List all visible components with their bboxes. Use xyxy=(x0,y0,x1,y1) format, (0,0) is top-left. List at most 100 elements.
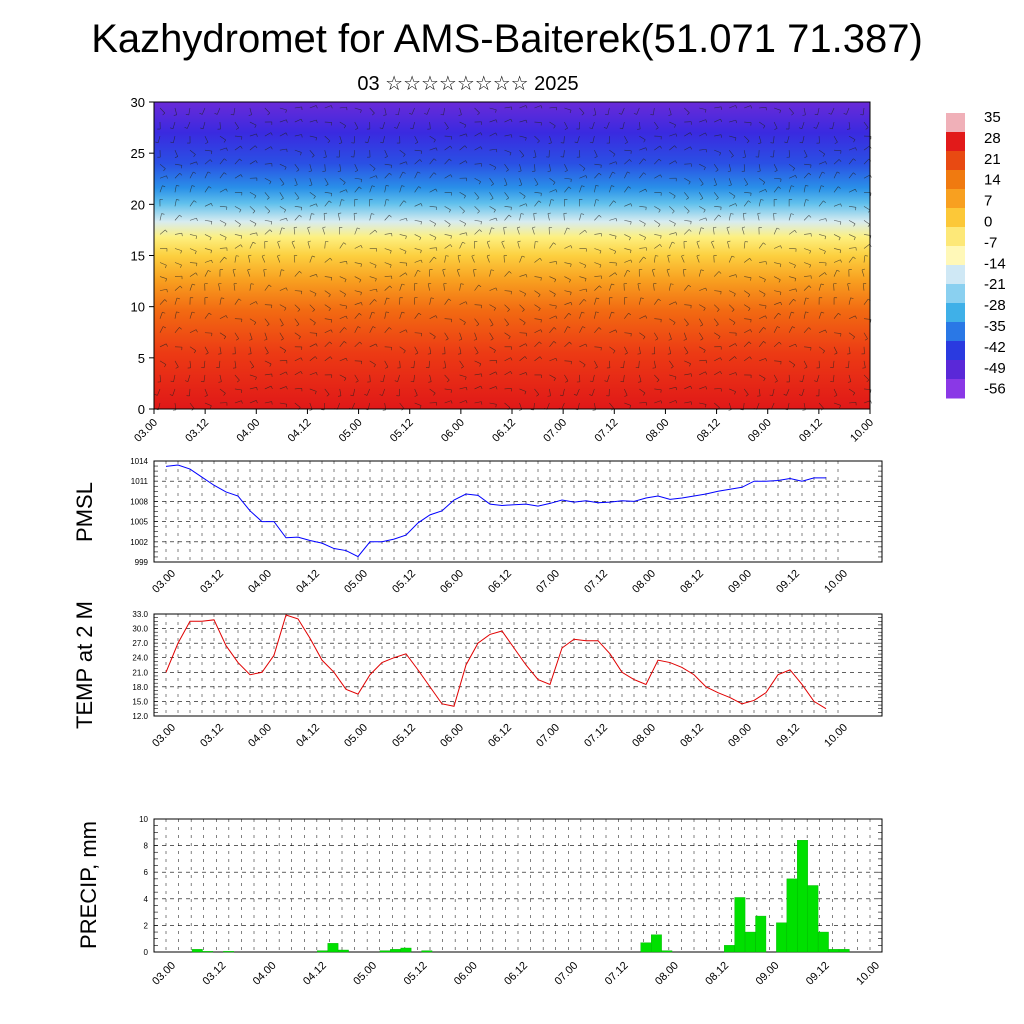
cross-section-x-tick-label: 09.00 xyxy=(746,417,774,445)
colorbar-label: 0 xyxy=(984,214,992,231)
cross-section-y-tick-label: 0 xyxy=(138,402,145,417)
temp-x-tick-label: 03.00 xyxy=(150,722,178,750)
colorbar-swatch xyxy=(946,227,965,247)
precip-bar xyxy=(317,950,328,953)
colorbar-label: 28 xyxy=(984,130,1001,147)
precip-bar xyxy=(807,885,819,953)
colorbar-swatch xyxy=(946,379,965,399)
colorbar-swatch xyxy=(946,322,965,342)
precip-x-tick-label: 04.00 xyxy=(251,960,279,988)
precip-bar xyxy=(838,949,850,953)
precip-y-tick-label: 0 xyxy=(144,948,149,957)
precip-bar xyxy=(191,949,203,953)
pmsl-y-tick-label: 999 xyxy=(135,558,149,567)
precip-bar xyxy=(786,878,798,953)
precip-x-tick-label: 05.12 xyxy=(402,960,430,988)
pmsl-x-tick-label: 09.12 xyxy=(774,568,802,596)
cross-section-x-tick-label: 04.00 xyxy=(234,417,262,445)
precip-x-tick-label: 06.12 xyxy=(502,960,530,988)
pmsl-series-line xyxy=(165,464,826,558)
colorbar-swatch xyxy=(946,246,965,266)
temp-x-tick-label: 10.00 xyxy=(822,722,850,750)
pmsl-x-tick-label: 04.00 xyxy=(246,568,274,596)
cross-section-x-tick-label: 03.12 xyxy=(183,417,211,445)
precip-y-tick-label: 4 xyxy=(144,895,149,904)
cross-section-x-tick-label: 05.12 xyxy=(388,417,416,445)
colorbar-label: -49 xyxy=(984,360,1006,377)
precip-x-tick-label: 08.12 xyxy=(703,960,731,988)
temp-y-tick-label: 15.0 xyxy=(132,697,148,706)
colorbar-swatch xyxy=(946,189,965,209)
cross-section-x-tick-label: 07.12 xyxy=(592,417,620,445)
temp-x-tick-label: 09.00 xyxy=(726,722,754,750)
cross-section-x-tick-label: 06.12 xyxy=(490,417,518,445)
temp-y-tick-label: 21.0 xyxy=(132,668,148,677)
precip-bar xyxy=(755,915,767,953)
wind-barbs xyxy=(154,105,872,411)
precip-x-tick-label: 09.00 xyxy=(754,960,782,988)
temp-y-tick-label: 12.0 xyxy=(132,712,148,721)
precip-x-tick-label: 08.00 xyxy=(653,960,681,988)
colorbar-label: -21 xyxy=(984,276,1006,293)
precip-x-tick-label: 09.12 xyxy=(804,960,832,988)
pmsl-frame xyxy=(153,460,883,563)
pmsl-y-tick-label: 1005 xyxy=(130,518,148,527)
temp-x-tick-label: 07.12 xyxy=(582,722,610,750)
precip-bar xyxy=(744,931,756,953)
pmsl-x-tick-label: 08.00 xyxy=(630,568,658,596)
precip-y-tick-label: 2 xyxy=(144,921,149,930)
precip-x-tick-label: 04.12 xyxy=(301,960,329,988)
precip-y-tick-label: 10 xyxy=(139,815,148,824)
temp-series-line xyxy=(165,614,827,710)
precip-bar xyxy=(223,951,234,953)
temp-x-tick-label: 04.12 xyxy=(294,722,322,750)
precip-x-tick-label: 03.12 xyxy=(200,960,228,988)
chart-title: Kazhydromet for AMS-Baiterek(51.071 71.3… xyxy=(91,17,923,61)
cross-section-y-tick-label: 10 xyxy=(131,300,145,315)
temperature-field xyxy=(154,102,870,409)
colorbar-swatch xyxy=(946,151,965,171)
precip-bar xyxy=(650,934,662,953)
temp-frame xyxy=(153,613,883,717)
precip-bar xyxy=(379,950,391,953)
cross-section-x-tick-label: 08.12 xyxy=(695,417,723,445)
colorbar-swatch xyxy=(946,284,965,304)
precip-bar xyxy=(640,942,652,953)
precip-bar xyxy=(327,943,339,953)
temp-x-tick-label: 05.12 xyxy=(390,722,418,750)
precip-y-tick-label: 8 xyxy=(144,842,149,851)
temp-x-tick-label: 06.00 xyxy=(438,722,466,750)
precip-bar xyxy=(337,949,349,953)
chart-subtitle: 03 ☆☆☆☆☆☆☆☆ 2025 xyxy=(357,73,579,95)
temp-x-tick-label: 08.00 xyxy=(630,722,658,750)
colorbar-label: -35 xyxy=(984,318,1006,335)
colorbar-label: -28 xyxy=(984,297,1006,314)
precip-bar xyxy=(734,897,746,953)
cross-section-x-tick-label: 07.00 xyxy=(541,417,569,445)
cross-section-x-tick-label: 04.12 xyxy=(286,417,314,445)
colorbar-swatch xyxy=(946,132,965,152)
pmsl-x-tick-label: 03.12 xyxy=(198,568,226,596)
pmsl-x-tick-label: 05.00 xyxy=(342,568,370,596)
precip-x-tick-label: 07.00 xyxy=(552,960,580,988)
colorbar-swatch xyxy=(946,170,965,190)
pmsl-x-tick-label: 04.12 xyxy=(294,568,322,596)
temp-y-tick-label: 27.0 xyxy=(132,639,148,648)
temp-y-tick-label: 24.0 xyxy=(132,654,148,663)
temp-x-tick-label: 04.00 xyxy=(246,722,274,750)
cross-section-x-tick-label: 10.00 xyxy=(848,417,876,445)
precip-bar xyxy=(724,945,735,953)
colorbar-label: 35 xyxy=(984,109,1001,126)
pmsl-x-tick-label: 07.00 xyxy=(534,568,562,596)
colorbar-label: -14 xyxy=(984,255,1006,272)
pmsl-x-tick-label: 10.00 xyxy=(822,568,850,596)
temp-x-tick-label: 05.00 xyxy=(342,722,370,750)
colorbar-label: -42 xyxy=(984,339,1006,356)
temp-x-tick-label: 09.12 xyxy=(774,722,802,750)
temp-x-tick-label: 03.12 xyxy=(198,722,226,750)
cross-section-y-tick-label: 15 xyxy=(131,249,145,264)
precip-bar xyxy=(797,840,808,953)
pmsl-x-tick-label: 05.12 xyxy=(390,568,418,596)
cross-section-x-tick-label: 06.00 xyxy=(439,417,467,445)
